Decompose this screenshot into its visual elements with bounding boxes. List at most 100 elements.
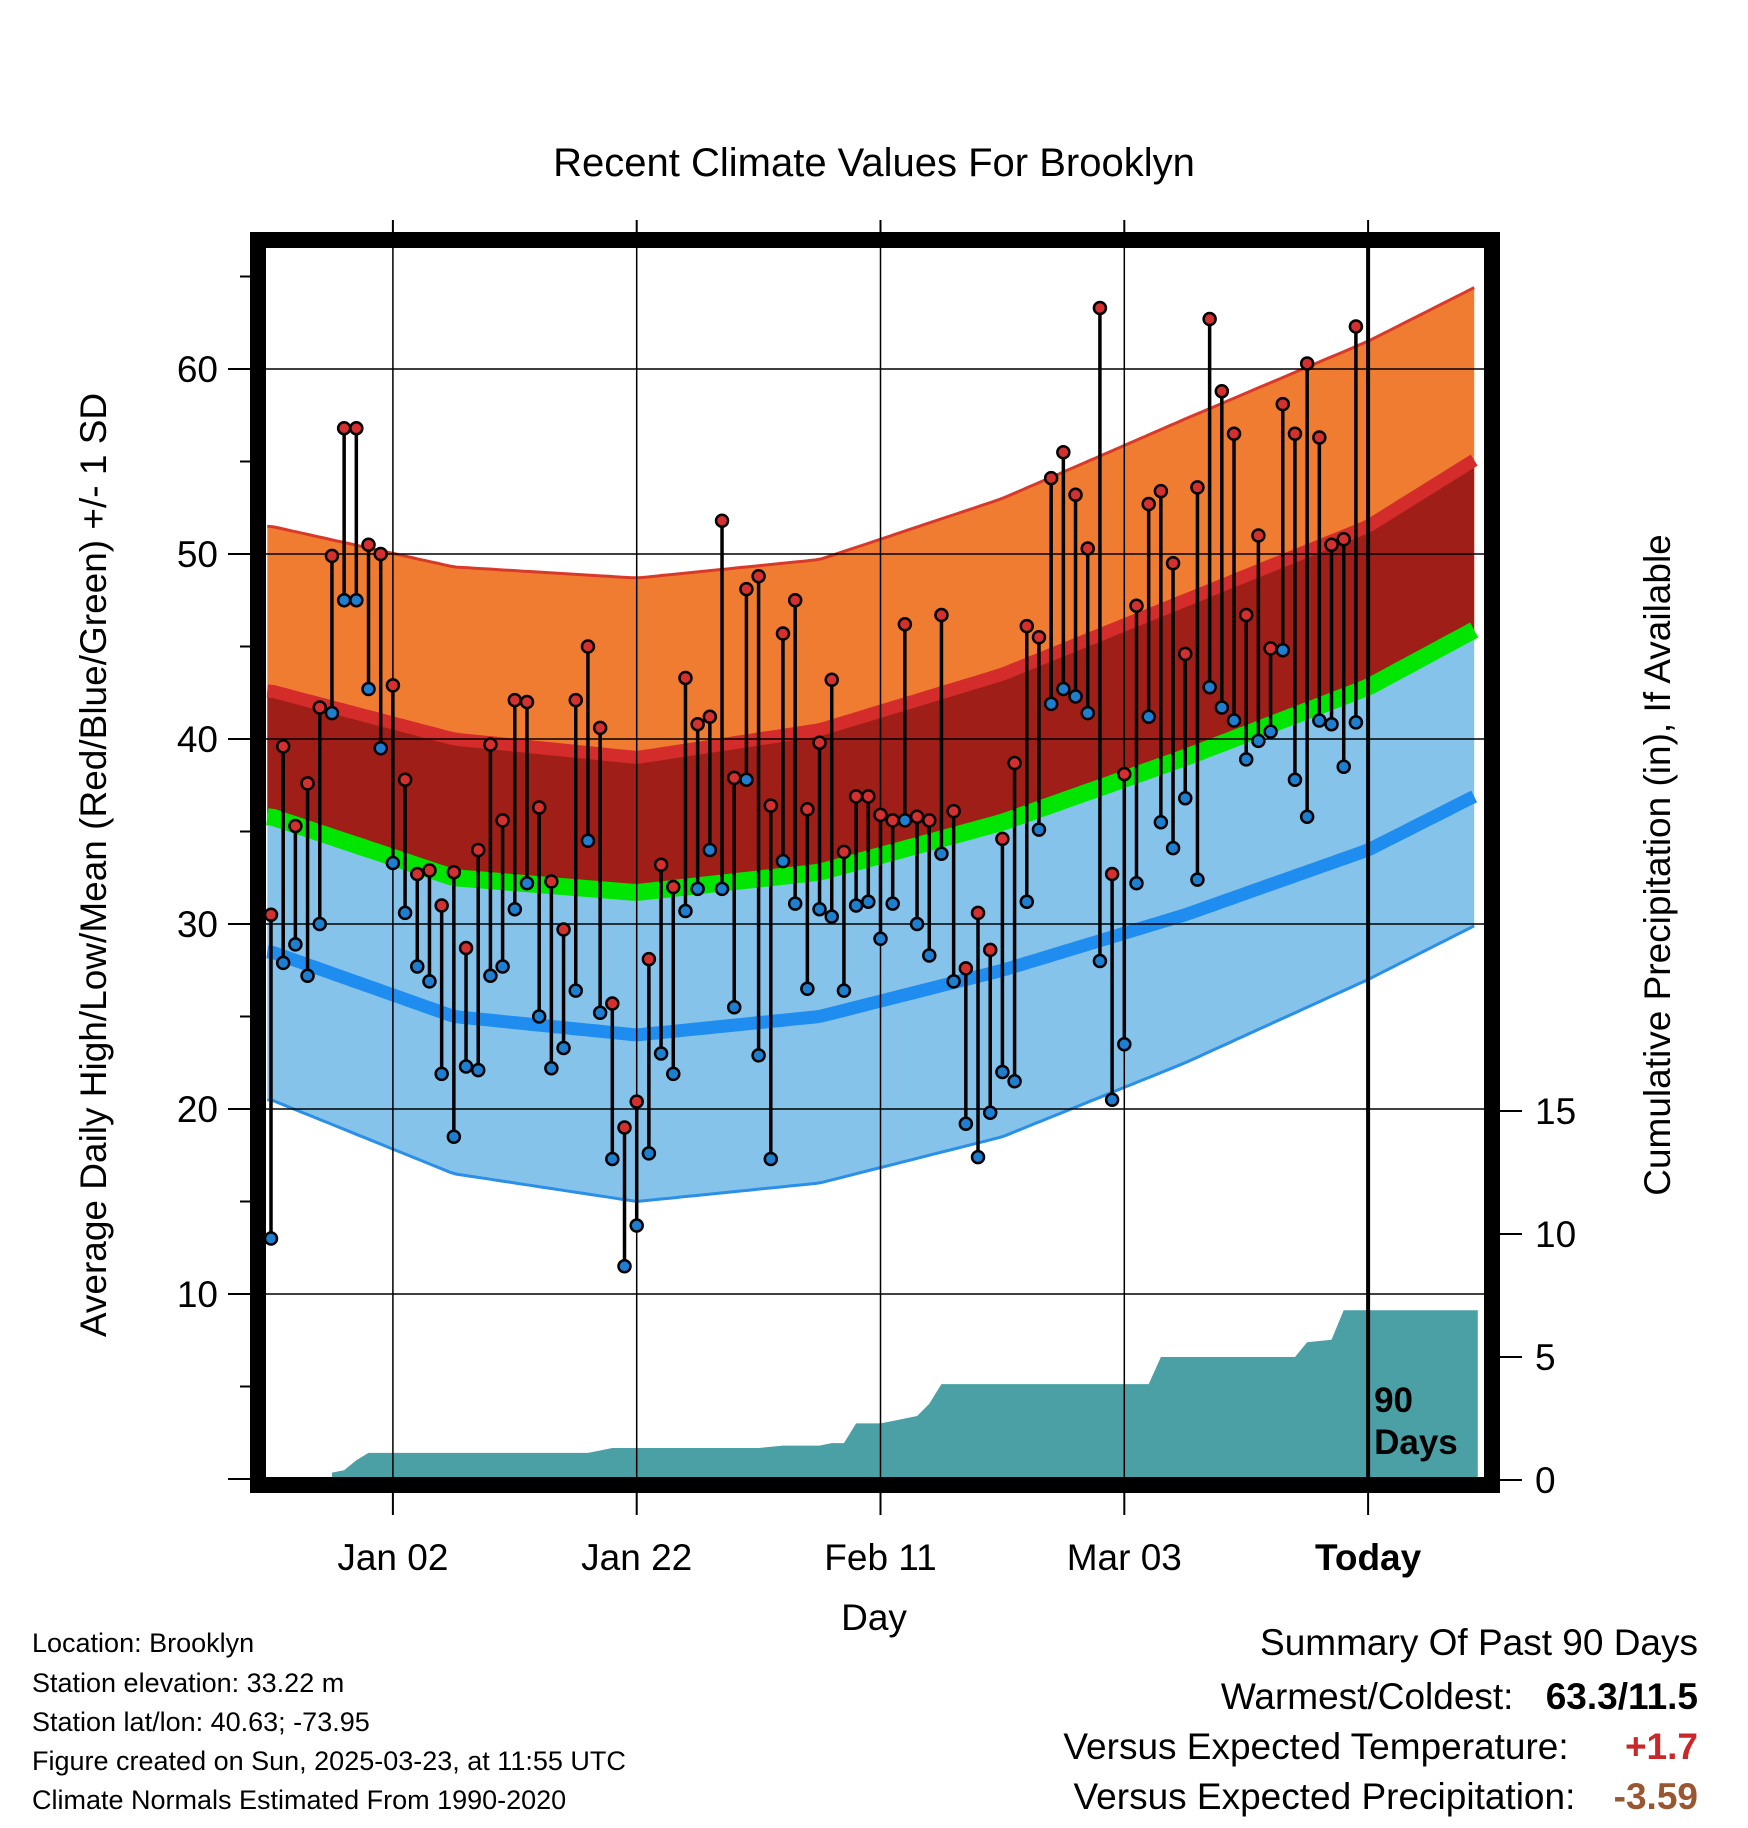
low-point xyxy=(787,896,803,911)
y-tick-label: 60 xyxy=(177,349,218,390)
high-point xyxy=(666,879,681,895)
y2-tick-label: 15 xyxy=(1535,1091,1576,1132)
high-point xyxy=(1190,480,1205,495)
low-point xyxy=(1299,809,1315,824)
high-point xyxy=(605,996,620,1011)
high-point xyxy=(1117,766,1132,782)
y2-tick-label: 5 xyxy=(1535,1337,1556,1378)
high-point xyxy=(641,951,657,967)
low-point xyxy=(1287,772,1303,787)
high-point xyxy=(885,813,900,828)
high-point xyxy=(836,844,852,860)
summary-precip-value: -3.59 xyxy=(1613,1776,1698,1817)
mean-to-high-band xyxy=(267,460,1475,893)
low-point xyxy=(1153,815,1169,830)
info-location: Location: Brooklyn xyxy=(32,1628,255,1658)
low-point xyxy=(824,909,839,924)
info-normals: Climate Normals Estimated From 1990-2020 xyxy=(32,1785,567,1815)
high-point xyxy=(397,772,413,787)
high-point xyxy=(1080,541,1095,556)
high-point xyxy=(458,940,474,956)
summary-temp-row: Versus Expected Temperature: +1.7 xyxy=(1063,1726,1698,1768)
low-point xyxy=(1104,1092,1120,1107)
low-point xyxy=(812,901,827,917)
low-point xyxy=(726,1000,742,1015)
info-elevation: Station elevation: 33.22 m xyxy=(32,1668,345,1698)
high-point xyxy=(1238,607,1254,623)
summary-precip-row: Versus Expected Precipitation: -3.59 xyxy=(1074,1776,1698,1818)
info-latlon: Station lat/lon: 40.63; -73.95 xyxy=(32,1707,370,1737)
high-point xyxy=(1251,528,1266,543)
low-point xyxy=(922,948,937,963)
high-point xyxy=(751,568,766,584)
high-point xyxy=(446,864,462,880)
high-point xyxy=(629,1094,644,1109)
high-point xyxy=(470,842,486,858)
high-point xyxy=(312,700,328,715)
y2-tick-label: 10 xyxy=(1535,1214,1576,1255)
high-point xyxy=(288,818,303,834)
high-point xyxy=(361,537,376,552)
high-point xyxy=(495,813,510,828)
low-point xyxy=(288,937,303,952)
axes: 10 20 30 40 50 60 0 5 10 15 Jan 02 Jan 22 Feb 11 Mar … xyxy=(177,220,1576,1578)
low-point xyxy=(324,705,340,721)
summary-warmest-label: Warmest/Coldest: xyxy=(1220,1676,1514,1717)
high-point xyxy=(1299,356,1315,371)
high-point xyxy=(324,548,340,564)
low-point xyxy=(861,894,876,910)
low-point xyxy=(714,881,730,897)
low-point xyxy=(1238,752,1254,767)
high-point xyxy=(1275,396,1291,412)
low-point xyxy=(934,846,949,861)
x-tick-label: Feb 11 xyxy=(824,1537,936,1578)
low-point xyxy=(385,855,401,871)
low-point xyxy=(702,842,718,858)
high-point xyxy=(1202,311,1217,327)
high-point xyxy=(531,800,547,815)
low-point xyxy=(349,593,364,608)
chart-title: Recent Climate Values For Brooklyn xyxy=(553,141,1195,185)
high-point xyxy=(1263,641,1278,656)
high-point xyxy=(922,813,937,828)
low-point xyxy=(1007,1074,1022,1089)
high-point xyxy=(349,420,364,436)
high-point xyxy=(410,866,425,882)
precipitation-area xyxy=(271,1310,1478,1480)
low-point xyxy=(909,916,925,932)
high-point xyxy=(763,798,779,813)
summary-warmest-row: Warmest/Coldest: 63.3/11.5 xyxy=(1221,1676,1698,1718)
low-point xyxy=(800,981,815,996)
high-point xyxy=(483,737,498,752)
low-point xyxy=(836,983,852,998)
low-point xyxy=(531,1009,547,1024)
high-point xyxy=(592,720,608,736)
low-point xyxy=(1251,733,1266,749)
low-point xyxy=(885,896,900,911)
low-point xyxy=(556,1040,571,1056)
low-point xyxy=(1202,679,1217,695)
high-point xyxy=(519,694,535,710)
high-point xyxy=(678,670,693,686)
low-point xyxy=(1117,1037,1132,1052)
low-point xyxy=(1056,681,1071,697)
low-point xyxy=(605,1151,620,1167)
low-point xyxy=(483,968,498,984)
high-point xyxy=(300,776,315,791)
low-point xyxy=(1190,872,1205,887)
low-point xyxy=(458,1059,474,1074)
high-point xyxy=(995,831,1010,847)
normal-mean-line xyxy=(266,622,1479,901)
y-tick-label: 50 xyxy=(177,534,218,575)
low-point xyxy=(1178,790,1193,806)
high-point xyxy=(1178,646,1193,662)
low-point xyxy=(410,959,425,974)
low-point xyxy=(641,1146,657,1161)
high-point xyxy=(690,716,705,732)
high-point xyxy=(1287,426,1303,441)
low-point xyxy=(982,1105,998,1120)
high-point xyxy=(1348,319,1364,334)
high-point xyxy=(800,802,815,817)
low-point xyxy=(1019,894,1035,910)
y-tick-label: 40 xyxy=(177,719,218,760)
